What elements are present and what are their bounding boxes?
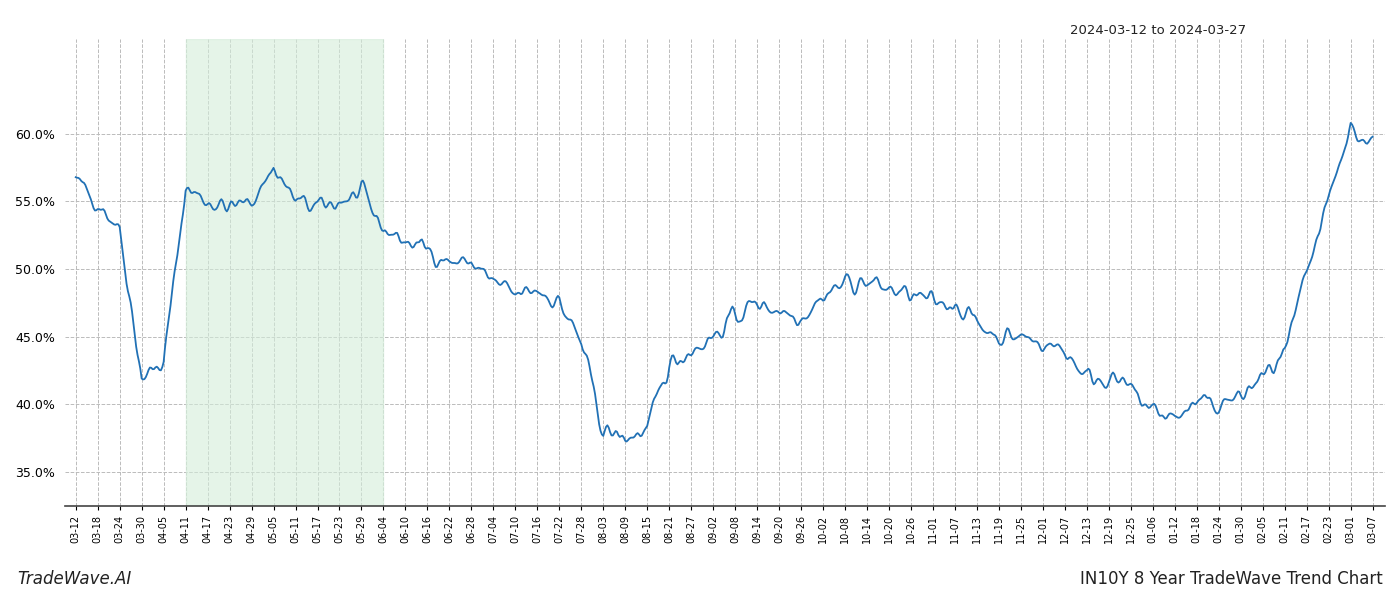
Text: IN10Y 8 Year TradeWave Trend Chart: IN10Y 8 Year TradeWave Trend Chart [1081,570,1383,588]
Text: 2024-03-12 to 2024-03-27: 2024-03-12 to 2024-03-27 [1070,24,1246,37]
Bar [186,39,384,506]
Text: TradeWave.AI: TradeWave.AI [17,570,132,588]
